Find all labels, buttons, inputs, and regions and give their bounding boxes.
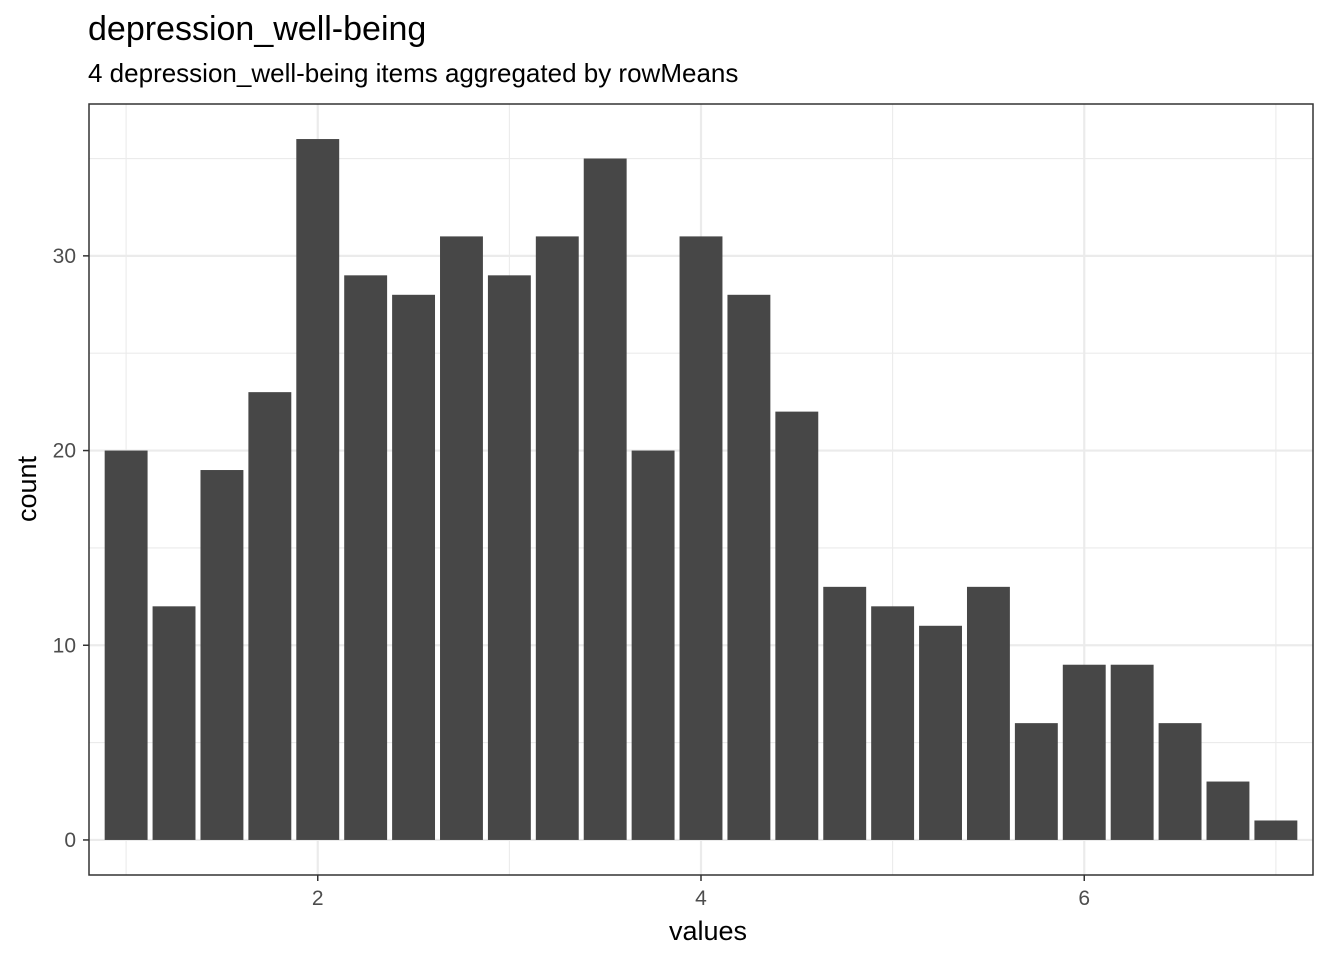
histogram-bar: [1158, 723, 1202, 840]
plot-panel: [88, 103, 1314, 876]
histogram-bar: [200, 470, 244, 840]
histogram-bar: [1014, 723, 1058, 840]
y-tick-label: 30: [53, 245, 76, 268]
histogram-bar: [1110, 664, 1154, 840]
histogram-bar: [727, 294, 771, 840]
histogram-bar: [775, 411, 819, 840]
histogram-bar: [583, 158, 627, 840]
histogram-bar: [487, 275, 531, 840]
histogram-bar: [823, 586, 867, 840]
histogram-bar: [152, 606, 196, 840]
y-tick-label: 0: [64, 829, 76, 852]
histogram-bar: [104, 450, 148, 840]
histogram-bar: [1206, 781, 1250, 840]
axes: 0 10 20 30 2 4 6: [53, 245, 1090, 910]
histogram-bar: [1062, 664, 1106, 840]
chart-subtitle: 4 depression_well-being items aggregated…: [88, 58, 738, 88]
y-tick-label: 10: [53, 634, 76, 657]
chart-title: depression_well-being: [88, 10, 426, 48]
histogram-bar: [919, 625, 962, 840]
histogram-bar: [966, 586, 1010, 840]
x-tick-label: 6: [1078, 887, 1090, 910]
x-tick-label: 2: [312, 887, 324, 910]
bars: [104, 139, 1298, 840]
y-tick-label: 20: [53, 440, 76, 463]
histogram-bar: [535, 236, 579, 840]
histogram-bar: [248, 392, 292, 840]
histogram-bar: [296, 139, 340, 840]
x-axis-title: values: [669, 916, 747, 946]
histogram-bar: [871, 606, 915, 840]
histogram-bar: [440, 236, 483, 840]
x-tick-label: 4: [695, 887, 707, 910]
histogram-bar: [679, 236, 723, 840]
y-axis-title: count: [12, 455, 42, 522]
histogram-bar: [344, 275, 388, 840]
histogram-bar: [631, 450, 675, 840]
histogram-bar: [1254, 820, 1298, 840]
histogram-bar: [392, 294, 436, 840]
